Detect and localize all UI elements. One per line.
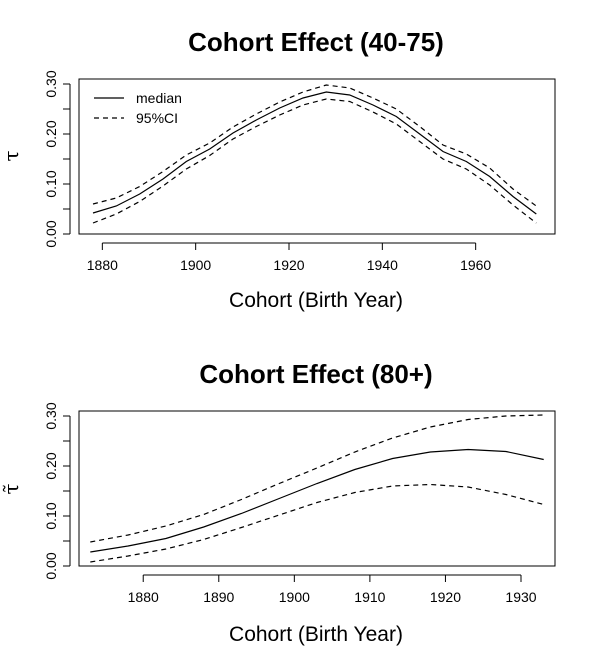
y-tick-label: 0.10: [43, 170, 59, 197]
panel-2-title: Cohort Effect (80+): [199, 359, 432, 389]
x-tick-label: 1890: [203, 589, 234, 605]
x-tick-label: 1880: [128, 589, 159, 605]
x-tick-label: 1920: [273, 257, 304, 273]
panel-2-ylabel: τ̃: [0, 483, 23, 494]
x-tick-label: 1900: [180, 257, 211, 273]
ci-line-1: [92, 84, 537, 207]
y-tick-label: 0.10: [43, 502, 59, 529]
panel-2-y-axis: 0.00 0.10 0.20 0.30: [43, 402, 71, 580]
panel-1-y-axis: 0.00 0.10 0.20 0.30: [43, 70, 71, 248]
x-tick-label: 1880: [87, 257, 118, 273]
panel-1-ylabel: τ: [0, 150, 23, 161]
panel-1-plot-frame: [78, 78, 556, 235]
ci-line-2: [92, 98, 537, 224]
y-tick-label: 0.20: [43, 452, 59, 479]
ci-line-2: [90, 483, 544, 563]
panel-2-xlabel: Cohort (Birth Year): [229, 623, 403, 646]
x-tick-label: 1910: [354, 589, 385, 605]
legend-median-label: median: [136, 90, 182, 106]
x-tick-label: 1960: [460, 257, 491, 273]
panel-1-x-axis: 1880 1900 1920 1940 1960: [87, 242, 491, 273]
panel-2-series: [90, 414, 544, 563]
x-tick-label: 1920: [430, 589, 461, 605]
panel-cohort-80-plus: Cohort Effect (80+) Cohort (Birth Year) …: [0, 359, 556, 646]
y-tick-label: 0.00: [43, 220, 59, 247]
x-tick-label: 1900: [279, 589, 310, 605]
y-tick-label: 0.30: [43, 402, 59, 429]
x-tick-label: 1940: [367, 257, 398, 273]
median-line: [92, 91, 537, 215]
legend-ci-label: 95%CI: [136, 110, 178, 126]
x-tick-label: 1930: [505, 589, 536, 605]
panel-2-x-axis: 1880 1890 1900 1910 1920 1930: [128, 574, 537, 605]
y-tick-label: 0.20: [43, 120, 59, 147]
ci-line-1: [90, 414, 544, 543]
median-line: [90, 448, 544, 553]
panel-cohort-40-75: Cohort Effect (40-75) Cohort (Birth Year…: [0, 27, 556, 312]
panel-1-xlabel: Cohort (Birth Year): [229, 289, 403, 312]
panel-2-plot-frame: [78, 410, 556, 567]
panel-1-series: [92, 84, 537, 224]
y-tick-label: 0.00: [43, 552, 59, 579]
y-tick-label: 0.30: [43, 70, 59, 97]
panel-1-legend: median 95%CI: [94, 90, 182, 126]
panel-1-title: Cohort Effect (40-75): [188, 27, 444, 57]
